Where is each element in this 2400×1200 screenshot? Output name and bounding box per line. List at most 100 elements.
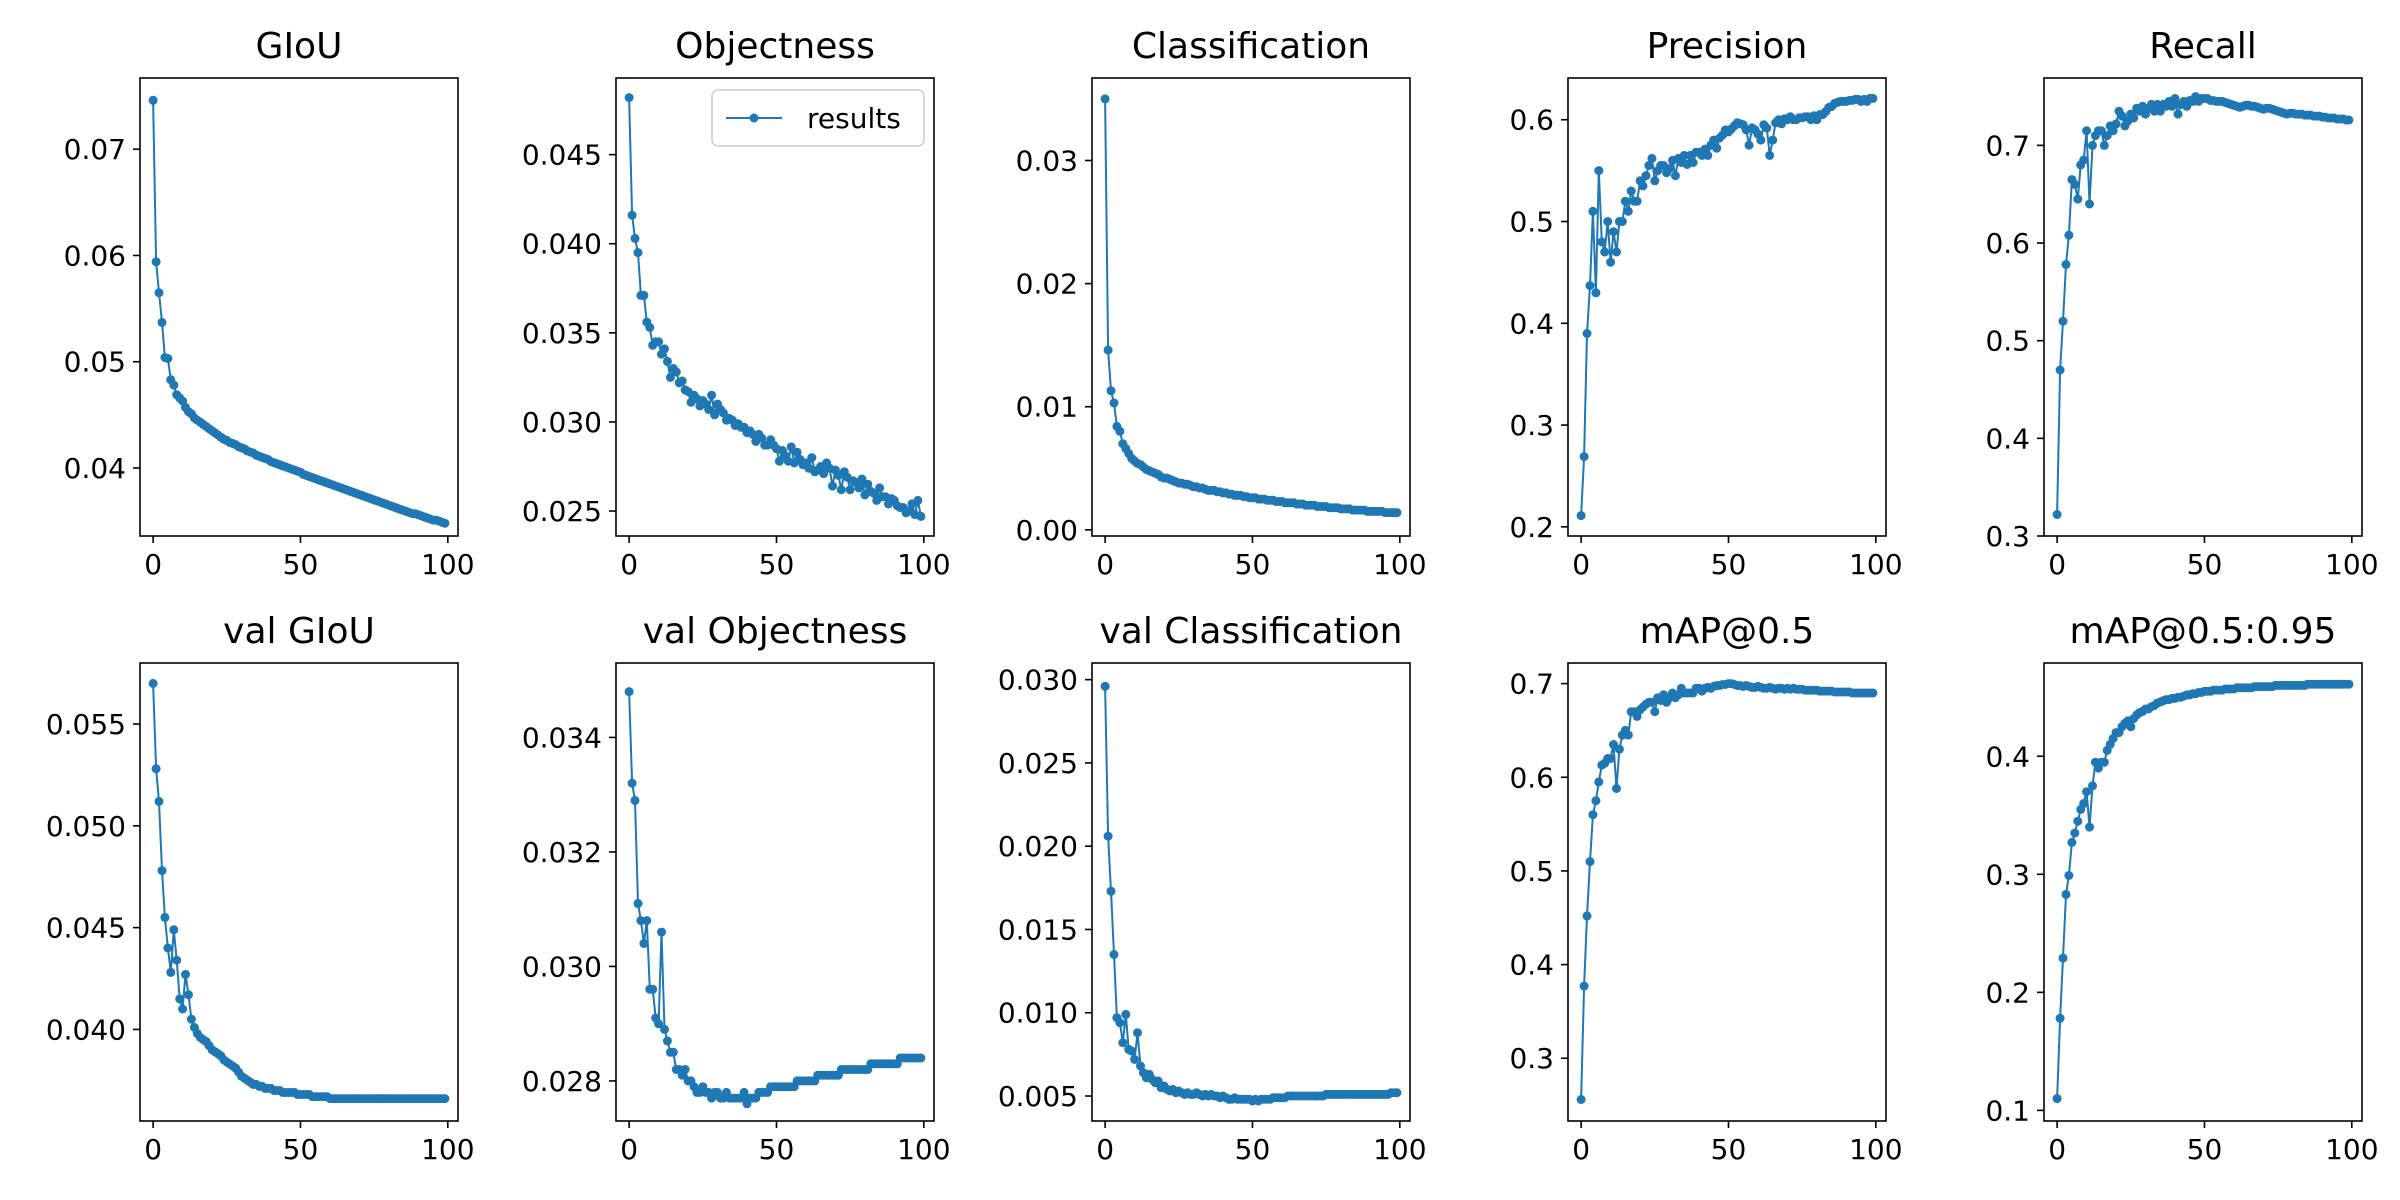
data-point [1614, 744, 1624, 754]
data-point [662, 1036, 672, 1046]
data-point [1109, 950, 1119, 959]
data-point [654, 337, 664, 347]
data-point [440, 1094, 450, 1104]
data-point [624, 93, 634, 103]
data-point [2102, 131, 2112, 141]
data-point [1115, 1018, 1125, 1028]
data-point [1100, 94, 1110, 104]
data-point [1600, 247, 1610, 257]
x-tick-label: 50 [1711, 548, 1747, 581]
y-tick-label: 0.030 [998, 664, 1078, 697]
data-point [1768, 135, 1778, 145]
data-point [1868, 93, 1878, 103]
y-tick-label: 0.045 [46, 912, 126, 945]
data-point [1133, 1028, 1142, 1038]
panel-classification: Classification 0 50 100 0.00 0.01 0.02 0.03 [1016, 26, 1427, 581]
data-point [869, 488, 879, 498]
data-point [792, 447, 802, 457]
legend-label: results [807, 102, 901, 135]
y-tick-label: 0.4 [1509, 949, 1554, 982]
data-point [2067, 837, 2077, 847]
data-point [1765, 150, 1775, 160]
panel-title: Recall [2149, 26, 2256, 67]
data-point [1588, 810, 1598, 820]
x-tick-label: 0 [1572, 1133, 1590, 1166]
panel-objectness: Objectness 0 50 100 0.025 0.030 0.035 0.040 0.04… [522, 26, 951, 581]
x-tick-label: 50 [1711, 1133, 1747, 1166]
data-point [627, 778, 637, 788]
data-point [151, 257, 161, 267]
data-point [1588, 206, 1598, 216]
y-tick-label: 0.005 [998, 1080, 1078, 1113]
data-point [1623, 206, 1633, 216]
data-point [1591, 288, 1601, 298]
data-point [440, 518, 450, 528]
data-point [648, 984, 658, 994]
data-point [916, 1053, 926, 1063]
plot-frame [1091, 77, 1411, 537]
x-tick-label: 100 [1373, 1133, 1426, 1166]
plot-frame [2043, 662, 2363, 1122]
data-point [662, 356, 672, 366]
data-point [2082, 787, 2092, 797]
data-point [157, 866, 167, 876]
data-point [1594, 166, 1604, 176]
x-tick-label: 0 [144, 1133, 162, 1166]
data-point [2096, 126, 2106, 136]
data-point [665, 372, 675, 382]
data-point [1576, 511, 1586, 521]
data-point [2155, 106, 2165, 116]
data-point [1130, 1054, 1140, 1064]
panel-precision: Precision 0 50 100 0.2 0.3 0.4 0.5 0.6 [1509, 26, 1902, 581]
data-point [2070, 179, 2080, 189]
series-line-results [2056, 683, 2349, 1099]
data-point [1744, 140, 1754, 150]
data-point [2111, 119, 2121, 129]
x-tick-label: 100 [2325, 1133, 2378, 1166]
data-point [774, 456, 784, 466]
x-tick-label: 0 [620, 548, 638, 581]
data-point [642, 916, 652, 926]
data-point [671, 367, 681, 377]
data-point [845, 485, 855, 495]
data-point [166, 967, 176, 977]
y-tick-label: 0.3 [1509, 1042, 1554, 1075]
data-point [1650, 176, 1660, 186]
data-point [718, 408, 728, 418]
data-point [2061, 260, 2071, 269]
panel-title: val Objectness [643, 611, 908, 652]
data-point [2058, 316, 2068, 326]
data-point [2129, 113, 2139, 123]
x-tick-label: 0 [1096, 1133, 1114, 1166]
data-point [2088, 140, 2097, 150]
y-tick-label: 0.055 [46, 708, 126, 741]
data-point [645, 323, 655, 332]
data-point [786, 442, 796, 452]
panel-title: Precision [1647, 26, 1808, 67]
data-point [660, 344, 669, 354]
data-point [2061, 889, 2071, 899]
data-point [1670, 171, 1680, 181]
data-point [916, 511, 926, 521]
data-point [1650, 707, 1660, 717]
data-point [1612, 247, 1621, 257]
data-point [2167, 101, 2177, 111]
data-point [1579, 981, 1589, 991]
x-tick-label: 50 [2187, 548, 2223, 581]
data-point [630, 233, 640, 243]
panel-val-objectness: val Objectness 0 50 100 0.028 0.030 0.032 0.034 [522, 611, 951, 1166]
data-point [1392, 508, 1402, 518]
x-tick-label: 100 [897, 1133, 950, 1166]
data-point [1103, 345, 1113, 355]
data-point [2088, 781, 2097, 791]
data-point [169, 380, 179, 390]
data-point [2052, 510, 2062, 519]
x-tick-label: 0 [1572, 548, 1590, 581]
x-tick-label: 50 [1235, 548, 1271, 581]
data-point [668, 1047, 678, 1057]
data-point [2079, 799, 2089, 808]
y-tick-label: 0.030 [522, 406, 602, 439]
plot-frame [139, 662, 459, 1122]
plot-frame [1567, 77, 1887, 537]
